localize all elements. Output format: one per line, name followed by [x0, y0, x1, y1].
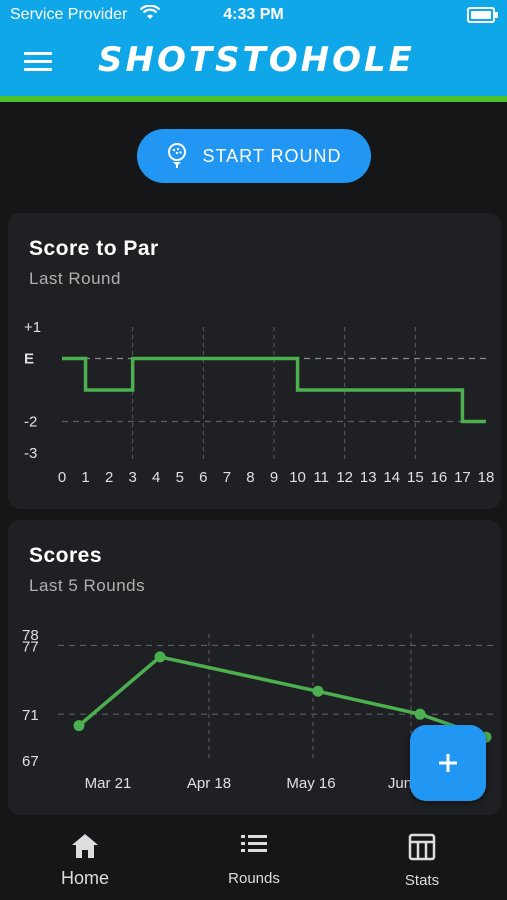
- x-tick-label: Jun: [388, 775, 412, 792]
- clock: 4:33 PM: [223, 6, 284, 23]
- x-tick-label: 8: [246, 469, 254, 486]
- app-logo: SHOTSTOHOLE: [98, 40, 415, 80]
- nav-home[interactable]: Home: [25, 833, 145, 889]
- x-tick-label: 13: [360, 469, 377, 486]
- start-round-button[interactable]: START ROUND: [137, 129, 371, 183]
- home-icon: [72, 834, 98, 858]
- nav-stats-label: Stats: [404, 872, 440, 889]
- wifi-icon: [139, 4, 161, 26]
- x-tick-label: 5: [176, 469, 184, 486]
- y-tick-label: 67: [22, 753, 39, 770]
- x-tick-label: 11: [313, 469, 329, 486]
- x-tick-label: 10: [289, 469, 306, 486]
- score-to-par-card[interactable]: Score to Par Last Round +1 E -2 -3 0 1 2 3 4 5 6 7 8…: [8, 213, 501, 509]
- add-fab-button[interactable]: [410, 725, 486, 801]
- plus-icon: [439, 754, 457, 772]
- x-tick-label: 4: [152, 469, 160, 486]
- nav-rounds[interactable]: Rounds: [194, 833, 314, 887]
- x-tick-label: Apr 18: [187, 775, 231, 792]
- card-subtitle: Last Round: [29, 269, 121, 288]
- status-bar: Service Provider 4:33 PM: [0, 0, 507, 30]
- x-tick-label: 17: [454, 469, 471, 486]
- score-point: [414, 708, 426, 720]
- score-point: [312, 685, 324, 697]
- x-tick-label: 18: [478, 469, 495, 486]
- header-accent-line: [0, 96, 507, 102]
- start-round-label: START ROUND: [202, 145, 342, 166]
- score-point: [154, 651, 166, 663]
- score-to-par-chart: +1E-2-30 1 2 3 4 5 6 7 8 9 10 11 12 13 14 15 16 17 18: [24, 319, 495, 486]
- card-title: Score to Par: [29, 237, 159, 260]
- y-tick-label: -2: [24, 414, 37, 431]
- nav-rounds-label: Rounds: [228, 870, 280, 887]
- score-line: [62, 356, 486, 424]
- golf-ball-tee-icon: [168, 143, 187, 168]
- y-tick-label: 77: [22, 638, 39, 655]
- x-tick-label: 2: [105, 469, 113, 486]
- x-tick-label: 7: [223, 469, 231, 486]
- score-point: [73, 720, 85, 732]
- nav-stats[interactable]: Stats: [362, 833, 482, 889]
- app-bar: SHOTSTOHOLE: [0, 30, 507, 102]
- battery-icon: [467, 7, 498, 23]
- y-tick-label: E: [24, 351, 34, 368]
- menu-icon[interactable]: [24, 52, 52, 74]
- y-tick-label: 78: [22, 627, 39, 644]
- x-tick-label: 6: [199, 469, 207, 486]
- card-subtitle: Last 5 Rounds: [29, 576, 146, 595]
- x-tick-label: Mar 21: [85, 775, 132, 792]
- table-icon: [408, 833, 436, 861]
- list-icon: [241, 835, 267, 852]
- x-tick-label: May 16: [286, 775, 335, 792]
- bottom-navigation: Home Rounds Stats: [0, 823, 507, 900]
- y-tick-label: +1: [24, 319, 41, 336]
- nav-home-label: Home: [60, 868, 109, 888]
- x-tick-label: 9: [270, 469, 278, 486]
- card-title: Scores: [29, 544, 103, 567]
- x-tick-label: 3: [128, 469, 136, 486]
- x-tick-label: 16: [431, 469, 448, 486]
- x-tick-label: 0: [58, 469, 66, 486]
- y-tick-label: -3: [24, 445, 37, 462]
- carrier-label: Service Provider: [10, 6, 128, 23]
- x-tick-label: 12: [336, 469, 353, 486]
- x-tick-label: 14: [383, 469, 400, 486]
- y-tick-label: 71: [22, 707, 39, 724]
- x-tick-label: 15: [407, 469, 424, 486]
- x-tick-label: 1: [81, 469, 89, 486]
